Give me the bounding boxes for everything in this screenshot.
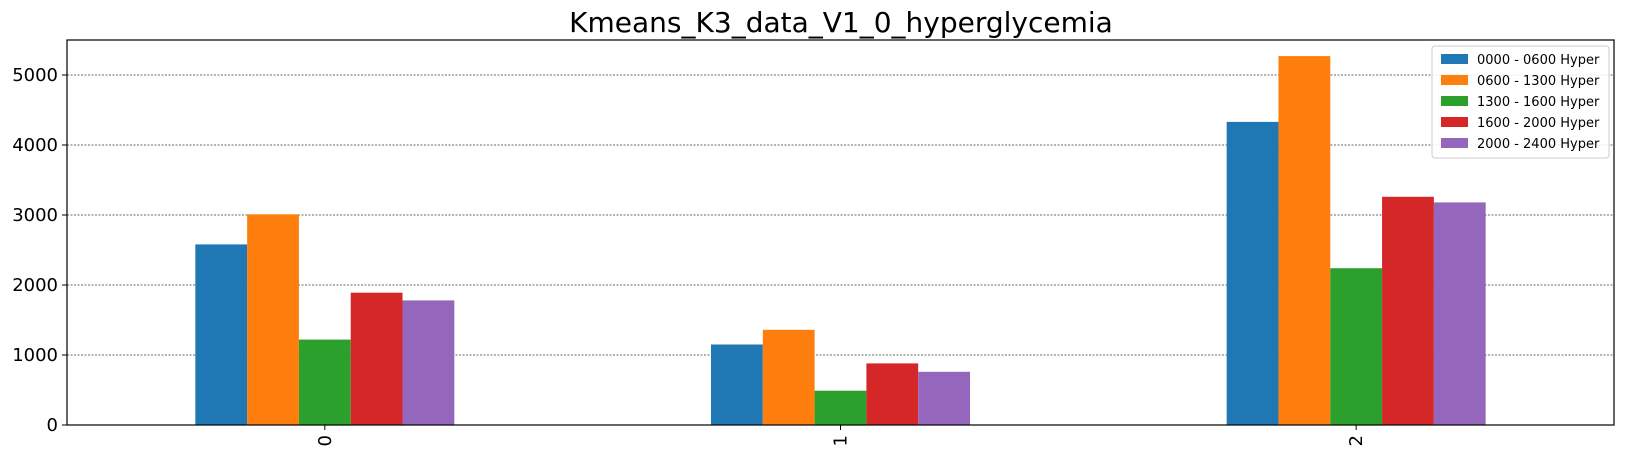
y-tick-label: 0 — [47, 415, 58, 436]
x-tick-label: 0 — [315, 435, 336, 446]
chart-title: Kmeans_K3_data_V1_0_hyperglycemia — [569, 6, 1113, 39]
y-tick-label: 3000 — [12, 205, 58, 226]
bar — [762, 329, 815, 425]
legend-entry: 1300 - 1600 Hyper — [1477, 95, 1600, 110]
x-tick-label: 1 — [831, 435, 852, 446]
x-axis-ticks: 0 1 2 — [315, 425, 1367, 446]
legend-swatch — [1441, 75, 1468, 85]
legend-swatch — [1441, 54, 1468, 64]
legend-entry: 0600 - 1300 Hyper — [1477, 74, 1600, 89]
x-tick-label: 2 — [1346, 435, 1367, 446]
y-tick-label: 2000 — [12, 275, 58, 296]
legend-entry: 0000 - 0600 Hyper — [1477, 53, 1600, 68]
y-tick-label: 4000 — [12, 135, 58, 156]
legend-entry: 1600 - 2000 Hyper — [1477, 116, 1600, 131]
y-tick-label: 1000 — [12, 345, 58, 366]
bar — [247, 214, 299, 425]
bar — [866, 363, 919, 425]
bar — [1382, 196, 1434, 425]
bar — [814, 390, 867, 425]
legend: 0000 - 0600 Hyper 0600 - 1300 Hyper 1300 -… — [1431, 45, 1610, 159]
bar — [711, 344, 763, 425]
bar — [1278, 56, 1331, 425]
legend-box — [1431, 45, 1610, 159]
bar — [1433, 202, 1486, 425]
bar — [350, 292, 403, 425]
bar — [1330, 268, 1383, 425]
bar — [298, 339, 351, 425]
bar — [918, 371, 970, 425]
y-axis-ticks: 0 1000 2000 3000 4000 5000 — [12, 65, 67, 436]
bar — [195, 244, 248, 425]
legend-swatch — [1441, 96, 1468, 106]
bar — [402, 300, 455, 425]
legend-entry: 2000 - 2400 Hyper — [1477, 137, 1600, 152]
y-tick-label: 5000 — [12, 65, 58, 86]
legend-swatch — [1441, 117, 1468, 127]
legend-swatch — [1441, 138, 1468, 148]
bars — [195, 56, 1486, 426]
bar — [1226, 121, 1279, 426]
